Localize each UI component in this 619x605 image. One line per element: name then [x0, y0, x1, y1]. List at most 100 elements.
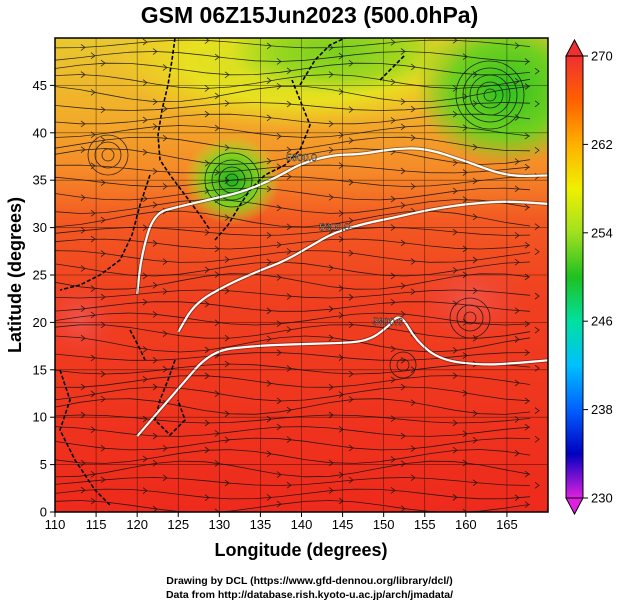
streamline-arrow: [472, 213, 478, 221]
streamline-arrow: [90, 497, 96, 505]
streamline: [55, 375, 531, 388]
streamline: [55, 85, 531, 103]
streamline-arrow: [266, 157, 272, 165]
streamline-arrow: [472, 335, 478, 342]
streamline-arrow: [100, 321, 106, 329]
streamline-arrow: [338, 284, 344, 292]
streamline-arrow: [534, 407, 540, 414]
streamline-arrow: [204, 159, 210, 167]
streamline: [55, 500, 531, 512]
streamline-arrow: [462, 245, 468, 253]
streamline-arrow: [400, 98, 406, 105]
lat-lon-grid: [55, 38, 548, 512]
streamline-arrow: [452, 419, 458, 427]
streamline-arrow: [152, 459, 158, 467]
streamline-arrow: [224, 287, 230, 295]
streamline-arrow: [410, 258, 416, 265]
streamline-arrow: [214, 124, 220, 132]
streamline-arrow: [142, 148, 148, 156]
streamline: [55, 352, 531, 361]
streamline-arrow: [266, 335, 272, 343]
streamline-arrow: [286, 481, 292, 489]
y-tick-label: 45: [33, 78, 47, 93]
streamline-arrow: [328, 334, 334, 342]
streamline-arrow: [266, 380, 272, 387]
streamline-arrow: [286, 293, 292, 300]
streamline-arrow: [514, 379, 520, 387]
streamline-arrow: [410, 445, 416, 452]
streamline-arrow: [524, 132, 530, 140]
streamline-arrow: [338, 497, 344, 505]
streamline: [55, 227, 531, 236]
streamline-arrow: [390, 78, 396, 86]
streamline-arrow: [514, 449, 520, 457]
streamline-arrow: [534, 67, 540, 75]
streamline-arrow: [214, 430, 220, 437]
streamline: [55, 289, 531, 299]
streamline-arrow: [162, 444, 168, 452]
y-tick-label: 15: [33, 362, 47, 377]
streamline-arrow: [100, 136, 106, 144]
streamline-arrow: [162, 183, 168, 190]
x-tick-label: 115: [86, 517, 107, 532]
streamline-arrow: [286, 173, 292, 180]
streamline-arrow: [462, 196, 468, 203]
streamline-arrow: [152, 48, 158, 55]
streamline-arrow: [410, 134, 416, 142]
streamline-arrow: [80, 71, 86, 78]
streamline-arrow: [204, 85, 210, 92]
streamline-arrow: [534, 146, 540, 154]
streamline-arrow: [390, 117, 396, 124]
streamline-arrow: [286, 100, 292, 108]
streamline-arrow: [390, 298, 396, 306]
streamline-arrow: [472, 256, 478, 264]
coastlines: [59, 38, 406, 506]
streamline-arrow: [400, 282, 406, 290]
x-tick-label: 110: [45, 517, 66, 532]
streamline-arrow: [90, 89, 96, 96]
streamline-arrow: [338, 131, 344, 139]
streamline-arrow: [100, 250, 106, 257]
streamline-arrow: [462, 169, 468, 176]
streamline-arrow: [390, 38, 396, 46]
streamline-arrow: [204, 372, 210, 380]
streamline-arrow: [276, 471, 282, 478]
streamline-arrow: [152, 505, 158, 512]
colorbar-label: 262: [591, 137, 613, 152]
streamline-arrow: [286, 406, 292, 414]
streamline-arrow: [286, 436, 292, 443]
streamline-arrow: [224, 334, 230, 342]
colorbar-bottom-arrow: [565, 497, 584, 516]
streamline-arrow: [400, 48, 406, 55]
streamline: [55, 363, 531, 375]
streamline-arrow: [534, 435, 540, 443]
streamline-arrow: [514, 232, 520, 239]
streamline-arrow: [524, 241, 530, 249]
streamline-arrow: [162, 330, 168, 338]
streamline-arrow: [514, 185, 520, 193]
streamline-arrow: [462, 124, 468, 131]
streamline-arrow: [514, 42, 520, 49]
streamline-arrow: [266, 494, 272, 501]
streamline-arrow: [224, 99, 230, 107]
streamline-arrow: [214, 53, 220, 61]
streamline-arrow: [524, 83, 530, 90]
x-tick-label: 120: [126, 517, 148, 532]
streamline: [55, 324, 531, 339]
streamline-arrow: [514, 307, 520, 314]
streamline-arrow: [410, 63, 416, 71]
streamline-arrow: [348, 217, 354, 225]
streamline-arrow: [338, 210, 344, 217]
streamline-arrow: [534, 292, 540, 300]
streamline-arrow: [348, 137, 354, 144]
streamline-arrow: [534, 100, 540, 108]
streamline-arrow: [452, 347, 458, 354]
streamline: [55, 51, 531, 62]
streamline-arrow: [100, 293, 106, 301]
streamline-arrow: [276, 241, 282, 249]
streamline-arrow: [328, 71, 334, 78]
streamline-arrow: [224, 410, 230, 418]
streamline-arrow: [100, 445, 106, 452]
